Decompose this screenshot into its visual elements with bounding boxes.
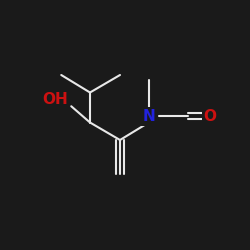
Text: O: O	[204, 109, 216, 124]
Text: OH: OH	[42, 92, 68, 108]
Text: N: N	[142, 109, 155, 124]
